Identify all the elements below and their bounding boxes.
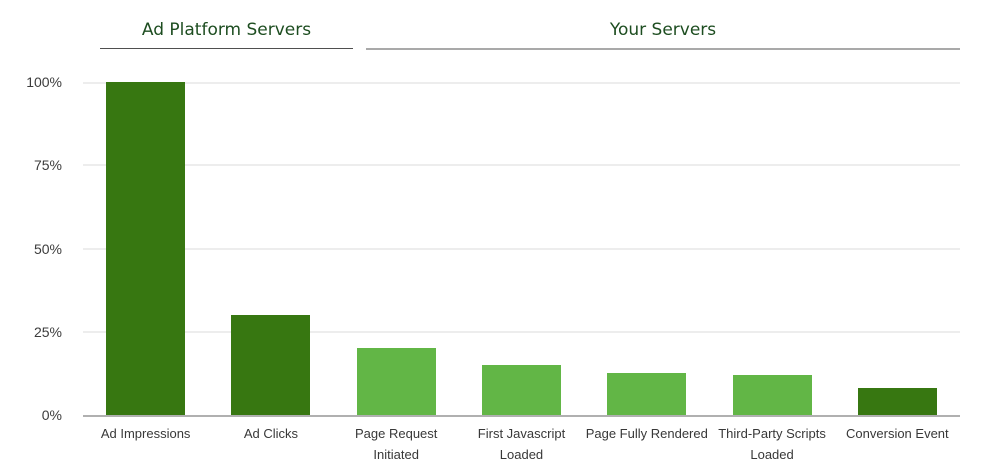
y-tick-label-50: 50% — [33, 240, 62, 257]
bar-page-fully-rendered — [607, 373, 687, 415]
bar-ad-impressions — [106, 82, 186, 415]
bar-page-request-initiated — [356, 348, 436, 415]
bar-first-javascript-loaded — [482, 365, 561, 415]
bar-third-party-scripts-loaded — [732, 375, 812, 415]
y-tick-label-75: 75% — [33, 157, 62, 174]
bar-conversion-event — [857, 388, 937, 415]
x-tick-label-page-request-initiated: Page Request Initiated — [355, 426, 438, 462]
x-tick-label-third-party-scripts-loaded: Third-Party Scripts Loaded — [718, 426, 826, 462]
gridline-25 — [83, 330, 960, 333]
x-tick-label-page-fully-rendered: Page Fully Rendered — [585, 426, 708, 441]
x-tick-label-conversion-event: Conversion Event — [846, 426, 949, 441]
gridline-50 — [83, 247, 960, 250]
x-tick-label-first-javascript-loaded: First Javascript Loaded — [477, 426, 566, 462]
bar-ad-clicks — [231, 315, 311, 415]
y-tick-label-0: 0% — [41, 407, 62, 423]
y-tick-label-25: 25% — [33, 323, 62, 340]
plot-area — [83, 82, 960, 417]
x-tick-label-ad-clicks: Ad Clicks — [243, 426, 299, 441]
gridline-75 — [83, 164, 960, 167]
group-header-ad-platform-servers: Ad Platform Servers — [100, 14, 353, 49]
group-header-label: Your Servers — [609, 20, 717, 40]
y-tick-label-100: 100% — [26, 74, 62, 90]
x-tick-label-ad-impressions: Ad Impressions — [100, 426, 191, 441]
group-header-label: Ad Platform Servers — [141, 20, 312, 40]
group-header-your-servers: Your Servers — [366, 14, 960, 50]
gridline-100 — [83, 82, 960, 84]
